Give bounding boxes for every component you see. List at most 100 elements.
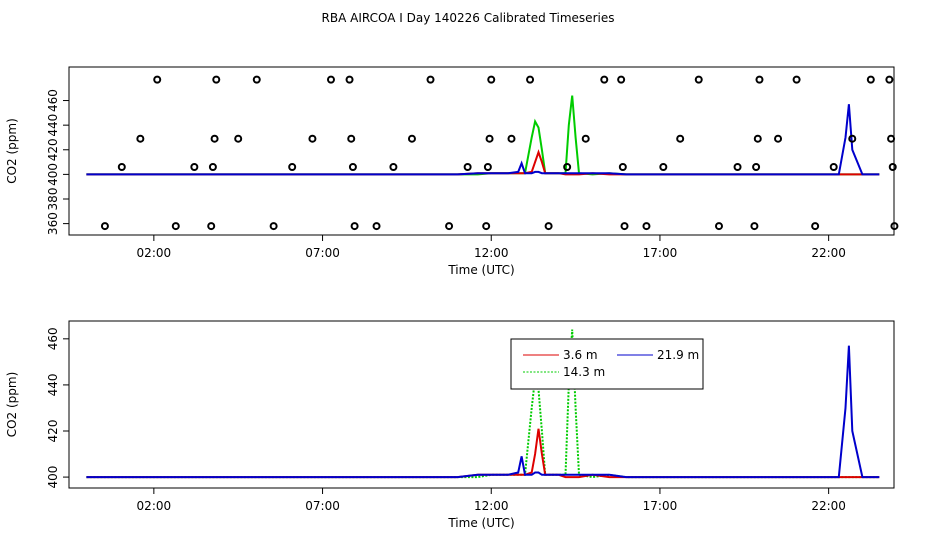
x-tick-label: 12:00 <box>474 499 509 513</box>
y-tick-label: 460 <box>46 89 60 112</box>
y-axis-label: CO2 (ppm) <box>5 372 19 438</box>
data-point-marker <box>171 222 180 231</box>
data-point-marker <box>885 75 894 84</box>
y-axis-label: CO2 (ppm) <box>5 118 19 184</box>
data-point-marker <box>234 134 243 143</box>
data-point-marker <box>774 134 783 143</box>
y-tick-label: 440 <box>46 373 60 396</box>
x-tick-label: 07:00 <box>305 499 340 513</box>
x-tick-label: 17:00 <box>643 246 678 260</box>
data-point-marker <box>600 75 609 84</box>
y-tick-label: 400 <box>46 466 60 489</box>
data-point-marker <box>581 134 590 143</box>
y-tick-label: 400 <box>46 163 60 186</box>
data-point-marker <box>269 222 278 231</box>
data-point-marker <box>676 134 685 143</box>
data-point-marker <box>642 222 651 231</box>
data-point-marker <box>207 222 216 231</box>
data-point-marker <box>350 222 359 231</box>
x-tick-label: 22:00 <box>811 499 846 513</box>
data-point-marker <box>714 222 723 231</box>
data-point-marker <box>866 75 875 84</box>
data-point-marker <box>348 163 357 171</box>
bottom-panel: 02:00 07:00 12:00 17:00 22:00 Time (UTC) 400 42… <box>5 320 895 530</box>
plot-frame <box>68 66 895 236</box>
series-line-21-9-mm <box>86 345 880 479</box>
data-point-marker <box>117 163 126 171</box>
series-line-14-3-mm <box>86 95 880 176</box>
data-point-marker <box>288 163 297 171</box>
data-point-marker <box>445 222 454 231</box>
data-point-marker <box>389 163 398 171</box>
plot-frame <box>68 320 895 489</box>
legend-label: 14.3 m <box>563 365 605 379</box>
data-point-marker <box>485 134 494 143</box>
legend-label: 3.6 m <box>563 348 598 362</box>
chart-title: RBA AIRCOA I Day 140226 Calibrated Times… <box>322 11 615 25</box>
data-point-marker <box>487 75 496 84</box>
y-tick-label: 360 <box>46 212 60 235</box>
data-point-marker <box>733 163 742 171</box>
y-tick-label: 420 <box>46 138 60 161</box>
data-point-marker <box>620 222 629 231</box>
data-point-marker <box>792 75 801 84</box>
data-point-marker <box>426 75 435 84</box>
data-point-marker <box>694 75 703 84</box>
data-point-marker <box>563 163 572 171</box>
data-point-marker <box>100 222 109 231</box>
data-point-marker <box>887 134 896 143</box>
x-axis-label: Time (UTC) <box>447 516 514 530</box>
series-line-3-6-mm <box>86 149 880 176</box>
data-point-marker <box>829 163 838 171</box>
data-point-marker <box>308 134 317 143</box>
data-point-marker <box>755 75 764 84</box>
data-point-marker <box>618 163 627 171</box>
data-point-marker <box>890 222 899 231</box>
data-point-marker <box>483 163 492 171</box>
data-point-marker <box>190 163 199 171</box>
data-point-marker <box>208 163 217 171</box>
x-axis-label: Time (UTC) <box>447 263 514 277</box>
data-point-marker <box>753 134 762 143</box>
data-point-marker <box>345 75 354 84</box>
data-point-marker <box>544 222 553 231</box>
data-point-marker <box>482 222 491 231</box>
legend-box <box>510 338 704 390</box>
data-point-marker <box>526 75 535 84</box>
series-line-3-6-mm <box>86 428 880 479</box>
data-point-marker <box>136 134 145 143</box>
y-tick-label: 440 <box>46 114 60 137</box>
y-tick-label: 460 <box>46 327 60 350</box>
data-point-marker <box>811 222 820 231</box>
x-tick-label: 07:00 <box>305 246 340 260</box>
data-point-marker <box>252 75 261 84</box>
series-line-21-9-mm <box>86 104 880 176</box>
legend-label: 21.9 m <box>657 348 699 362</box>
data-point-marker <box>659 163 668 171</box>
y-tick-label: 420 <box>46 420 60 443</box>
data-point-marker <box>750 222 759 231</box>
data-point-marker <box>463 163 472 171</box>
data-point-marker <box>507 134 516 143</box>
data-point-marker <box>888 163 897 171</box>
data-point-marker <box>326 75 335 84</box>
data-point-marker <box>407 134 416 143</box>
x-tick-label: 02:00 <box>137 499 172 513</box>
data-point-marker <box>617 75 626 84</box>
data-point-marker <box>752 163 761 171</box>
data-point-marker <box>212 75 221 84</box>
y-tick-label: 380 <box>46 188 60 211</box>
x-tick-label: 02:00 <box>137 246 172 260</box>
data-point-marker <box>347 134 356 143</box>
top-panel: 02:00 07:00 12:00 17:00 22:00 Time (UTC) 36038… <box>5 66 899 277</box>
data-point-marker <box>210 134 219 143</box>
series-line-14-3-mm <box>86 329 880 479</box>
data-point-marker <box>848 134 857 143</box>
data-point-marker <box>372 222 381 231</box>
x-tick-label: 17:00 <box>643 499 678 513</box>
x-tick-label: 12:00 <box>474 246 509 260</box>
x-tick-label: 22:00 <box>811 246 846 260</box>
data-point-marker <box>153 75 162 84</box>
